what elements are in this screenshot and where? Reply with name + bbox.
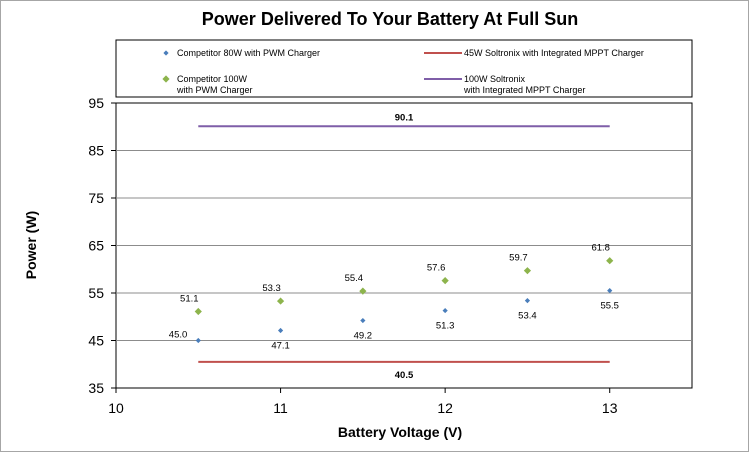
legend-label: Competitor 80W with PWM Charger xyxy=(177,48,320,58)
data-label: 53.3 xyxy=(262,283,281,294)
y-tick-label: 35 xyxy=(88,380,104,396)
x-tick-label: 12 xyxy=(437,400,453,416)
data-point xyxy=(441,277,449,285)
data-point xyxy=(276,297,285,305)
legend-box xyxy=(115,39,693,98)
legend: Competitor 80W with PWM Charger Competito… xyxy=(115,39,693,98)
legend-entries: Competitor 80W with PWM Charger Competito… xyxy=(162,48,644,95)
legend-swatch xyxy=(163,50,169,56)
data-point xyxy=(360,317,366,324)
y-tick-label: 95 xyxy=(88,95,104,111)
y-tick-label: 85 xyxy=(88,143,104,159)
data-point xyxy=(359,287,367,295)
y-tick-label: 65 xyxy=(88,238,104,254)
data-label: 40.5 xyxy=(395,370,414,381)
y-axis-title: Power (W) xyxy=(23,211,39,279)
series-layer: 45.0 47.1 49.2 51.3 53.4 55.5 51.1 53.3 55.4 57.6… xyxy=(169,112,619,381)
legend-label: 45W Soltronix with Integrated MPPT Charg… xyxy=(464,48,644,58)
x-axis: 10 11 12 13 xyxy=(108,388,618,416)
y-tick-label: 45 xyxy=(88,333,104,349)
y-axis: 35 45 55 65 75 85 95 xyxy=(88,95,116,396)
x-tick-label: 11 xyxy=(273,400,288,416)
data-label: 45.0 xyxy=(169,330,188,341)
data-point xyxy=(442,307,448,314)
data-label: 55.5 xyxy=(600,301,619,312)
data-label: 57.6 xyxy=(427,263,446,274)
x-tick-label: 13 xyxy=(602,400,618,416)
data-label: 90.1 xyxy=(395,112,414,123)
data-point xyxy=(606,257,614,265)
data-label: 51.1 xyxy=(180,294,199,305)
data-point xyxy=(523,267,532,275)
x-tick-label: 10 xyxy=(108,400,124,416)
data-point xyxy=(194,307,202,316)
x-axis-title: Battery Voltage (V) xyxy=(338,424,462,440)
data-label: 53.4 xyxy=(518,311,537,322)
data-label: 47.1 xyxy=(271,341,290,352)
y-tick-label: 75 xyxy=(88,190,104,206)
chart-title: Power Delivered To Your Battery At Full … xyxy=(202,9,578,29)
legend-label: Competitor 100W xyxy=(177,74,248,84)
data-point xyxy=(524,298,531,304)
data-label: 59.7 xyxy=(509,253,528,264)
legend-label: with PWM Charger xyxy=(176,85,253,95)
data-point xyxy=(277,327,284,334)
y-tick-label: 55 xyxy=(88,285,104,301)
gridlines xyxy=(116,150,692,341)
legend-label: 100W Soltronix xyxy=(464,74,526,84)
data-label: 51.3 xyxy=(436,321,455,332)
legend-label: with Integrated MPPT Charger xyxy=(463,85,585,95)
data-label: 49.2 xyxy=(354,331,373,342)
legend-swatch xyxy=(162,75,170,83)
data-point xyxy=(195,337,201,344)
data-label: 55.4 xyxy=(345,273,364,284)
data-point xyxy=(607,288,613,294)
data-label: 61.8 xyxy=(591,243,610,254)
